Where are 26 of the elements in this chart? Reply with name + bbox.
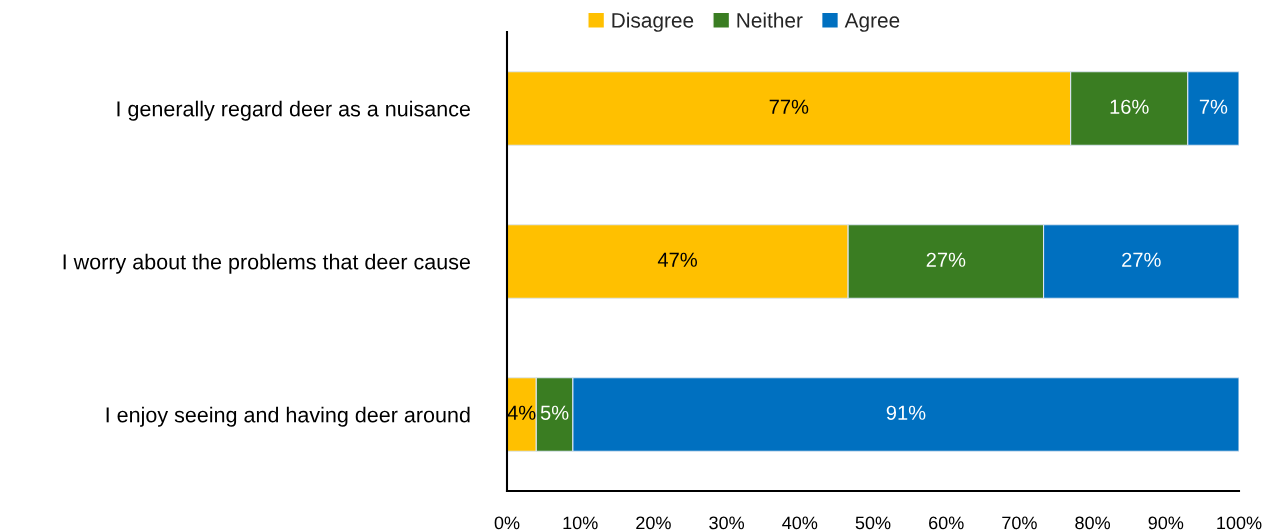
x-tick-label: 50% — [855, 516, 891, 530]
y-tick-label: I enjoy seeing and having deer around — [106, 406, 470, 427]
x-tick-label: 30% — [709, 516, 745, 530]
x-tick-label: 70% — [1002, 516, 1037, 530]
data-label: 4% — [507, 405, 536, 420]
x-tick-label: 40% — [782, 516, 818, 530]
x-tick-label: 60% — [929, 516, 964, 530]
y-tick-label: I worry about the problems that deer cause — [63, 253, 470, 274]
data-label: 47% — [657, 252, 697, 267]
data-label: 91% — [886, 405, 926, 420]
data-label: 7% — [1199, 99, 1228, 114]
x-tick-label: 100% — [1217, 516, 1262, 530]
data-label: 27% — [1122, 252, 1161, 267]
x-tick-label: 10% — [563, 516, 598, 530]
legend-label: Disagree — [612, 12, 694, 32]
y-tick-label: I generally regard deer as a nuisance — [117, 100, 470, 121]
data-label: 5% — [540, 405, 569, 420]
data-label: 27% — [926, 252, 966, 267]
data-label: 77% — [769, 99, 809, 114]
legend-label: Agree — [844, 13, 900, 32]
x-tick-label: 80% — [1075, 516, 1111, 530]
x-tick-label: 90% — [1148, 516, 1184, 530]
legend-label: Neither — [737, 12, 803, 28]
x-tick-label: 20% — [636, 516, 671, 530]
x-tick-label: 0% — [494, 516, 520, 530]
data-label: 16% — [1110, 99, 1149, 114]
